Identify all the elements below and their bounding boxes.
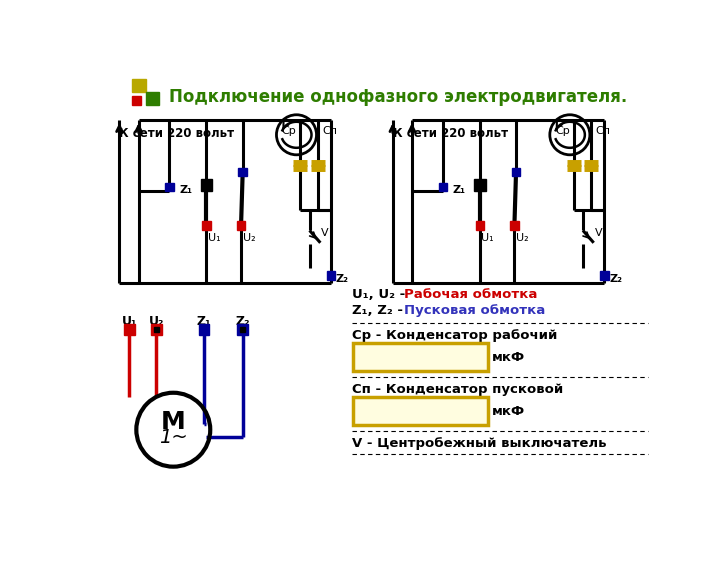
Bar bbox=[237, 221, 245, 230]
Text: мкФ: мкФ bbox=[492, 351, 525, 364]
Text: Z₂: Z₂ bbox=[609, 274, 622, 284]
Bar bbox=[237, 324, 248, 335]
Bar bbox=[510, 221, 518, 230]
Bar bbox=[512, 167, 520, 176]
Text: V: V bbox=[594, 228, 602, 238]
Text: Z₂: Z₂ bbox=[236, 315, 250, 328]
Text: К сети 220 вольт: К сети 220 вольт bbox=[120, 127, 234, 140]
Bar bbox=[151, 324, 162, 335]
Bar bbox=[600, 271, 609, 280]
Text: Пусковая обмотка: Пусковая обмотка bbox=[405, 304, 545, 317]
Text: V: V bbox=[321, 228, 328, 238]
Bar bbox=[154, 327, 159, 332]
Text: мкФ: мкФ bbox=[492, 405, 525, 418]
Text: U₁, U₂ -: U₁, U₂ - bbox=[352, 289, 410, 302]
Bar bbox=[240, 327, 245, 332]
Bar bbox=[133, 96, 141, 105]
Text: Z₁: Z₁ bbox=[453, 185, 465, 195]
Bar bbox=[327, 271, 336, 280]
Bar bbox=[165, 183, 174, 192]
Bar bbox=[201, 179, 212, 190]
Bar bbox=[146, 92, 159, 105]
Text: К сети 220 вольт: К сети 220 вольт bbox=[393, 127, 508, 140]
Bar bbox=[202, 221, 211, 230]
Bar bbox=[474, 179, 486, 190]
Text: Z₁, Z₂ -: Z₁, Z₂ - bbox=[352, 304, 407, 317]
Text: Cр: Cр bbox=[282, 126, 297, 136]
Text: M: M bbox=[161, 410, 186, 434]
Bar bbox=[239, 167, 246, 176]
Text: 1~: 1~ bbox=[159, 428, 188, 447]
Text: Cр: Cр bbox=[555, 126, 570, 136]
Bar bbox=[439, 183, 447, 192]
Text: U₂: U₂ bbox=[149, 315, 164, 328]
Text: Рабочая обмотка: Рабочая обмотка bbox=[405, 289, 538, 302]
Bar bbox=[199, 324, 210, 335]
Text: U₂: U₂ bbox=[243, 233, 255, 243]
Bar bbox=[133, 79, 146, 93]
Text: U₁: U₁ bbox=[208, 233, 220, 243]
Text: U₁: U₁ bbox=[481, 233, 494, 243]
Text: Cп - Конденсатор пусковой: Cп - Конденсатор пусковой bbox=[352, 383, 563, 396]
FancyBboxPatch shape bbox=[354, 397, 488, 425]
Bar bbox=[124, 324, 135, 335]
Text: Cп: Cп bbox=[595, 126, 610, 136]
Text: Cп: Cп bbox=[322, 126, 337, 136]
Text: Cр - Конденсатор рабочий: Cр - Конденсатор рабочий bbox=[352, 329, 558, 342]
Text: U₂: U₂ bbox=[516, 233, 529, 243]
FancyBboxPatch shape bbox=[354, 344, 488, 371]
Text: U₁: U₁ bbox=[122, 315, 137, 328]
Text: Z₁: Z₁ bbox=[180, 185, 192, 195]
Text: Подключение однофазного электродвигателя.: Подключение однофазного электродвигателя… bbox=[170, 88, 628, 106]
Text: Z₂: Z₂ bbox=[336, 274, 349, 284]
Bar bbox=[476, 221, 484, 230]
Text: Z₁: Z₁ bbox=[196, 315, 212, 328]
Text: V - Центробежный выключатель: V - Центробежный выключатель bbox=[352, 437, 606, 450]
